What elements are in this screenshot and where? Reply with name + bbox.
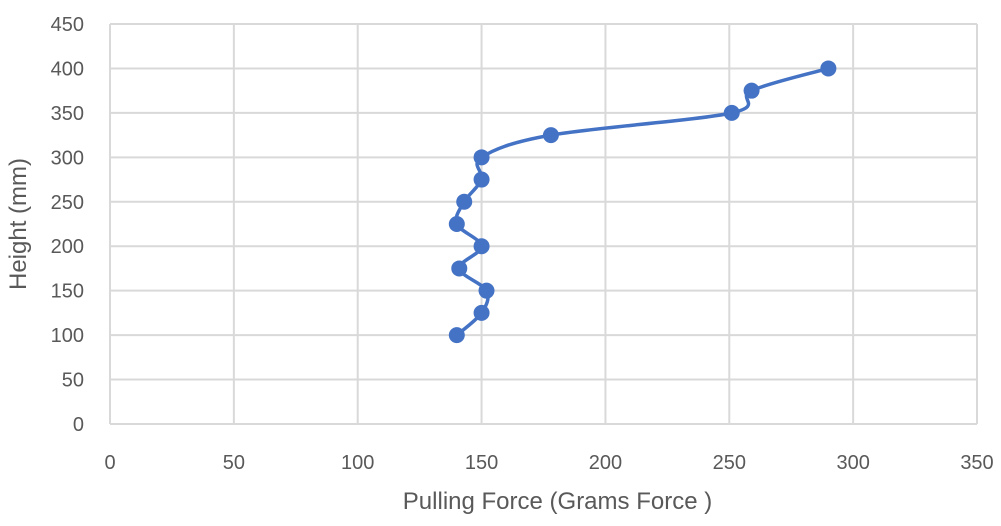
y-axis-title: Height (mm) [5, 158, 32, 290]
x-tick-label: 100 [341, 452, 374, 474]
x-axis-ticks: 0 50 100 150 200 250 300 350 [104, 452, 993, 474]
data-point [478, 282, 495, 299]
y-tick-label: 150 [51, 281, 84, 303]
x-tick-label: 200 [589, 452, 622, 474]
y-tick-label: 200 [51, 236, 84, 258]
x-tick-label: 300 [836, 452, 869, 474]
y-tick-label: 0 [73, 414, 84, 436]
data-point [456, 193, 473, 210]
x-tick-label: 250 [713, 452, 746, 474]
x-tick-label: 150 [465, 452, 498, 474]
y-tick-label: 300 [51, 147, 84, 169]
x-axis-title: Pulling Force (Grams Force ) [403, 488, 712, 515]
y-tick-label: 450 [51, 14, 84, 36]
y-axis-ticks: 0 50 100 150 200 250 300 350 400 450 [51, 14, 84, 436]
data-point [723, 104, 740, 121]
y-tick-label: 250 [51, 192, 84, 214]
y-tick-label: 50 [62, 370, 84, 392]
x-tick-label: 350 [960, 452, 993, 474]
data-point [448, 216, 465, 232]
series-markers [448, 60, 837, 344]
y-tick-label: 100 [51, 325, 84, 347]
data-point [542, 127, 559, 144]
grid [109, 23, 978, 425]
x-tick-label: 0 [104, 452, 115, 474]
data-point [743, 82, 760, 99]
data-point [820, 60, 837, 77]
data-point [473, 304, 490, 321]
data-point [473, 171, 490, 188]
data-point [473, 149, 490, 166]
data-point [473, 238, 490, 255]
data-point [451, 260, 468, 277]
x-tick-label: 50 [223, 452, 245, 474]
y-tick-label: 400 [51, 58, 84, 80]
y-tick-label: 350 [51, 103, 84, 125]
data-point [448, 327, 465, 344]
